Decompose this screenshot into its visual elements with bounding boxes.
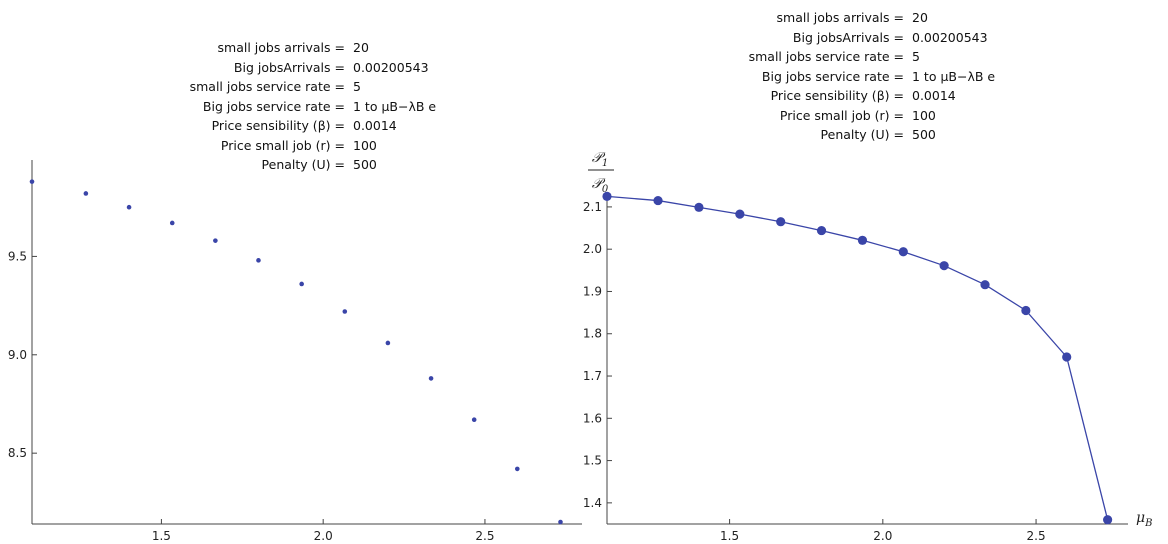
param-row: Big jobsArrivals = 0.00200543	[720, 28, 995, 48]
param-key: Big jobsArrivals =	[233, 59, 345, 75]
param-value: 0.00200543	[353, 59, 429, 75]
data-point	[213, 238, 218, 243]
param-value: 1 to μB−λB e	[353, 98, 437, 114]
param-value: 0.0014	[353, 118, 397, 133]
param-key: small jobs service rate =	[748, 49, 904, 64]
data-point	[816, 225, 827, 236]
x-tick-label: 1.5	[720, 529, 739, 543]
param-row: small jobs service rate = 5	[720, 47, 995, 67]
param-row: Price sensibility (β) = 0.0014	[720, 86, 995, 106]
y-tick-label: 1.4	[583, 496, 602, 510]
x-tick-label: 2.5	[475, 529, 494, 543]
data-point	[558, 519, 563, 525]
param-value: 1 to μB−λB e	[912, 68, 996, 84]
y-label-numerator: 𝒫1	[592, 150, 608, 169]
y-tick-label: 2.0	[583, 242, 602, 256]
y-tick-label: 9.0	[8, 348, 27, 362]
param-row: Big jobs service rate = 1 to μB−λB e	[160, 97, 436, 117]
data-point	[29, 179, 35, 184]
param-row: small jobs arrivals = 20	[160, 38, 436, 58]
series-line	[606, 195, 1109, 520]
param-row: Price small job (r) = 100	[160, 136, 436, 156]
parameters-right: small jobs arrivals = 20 Big jobsArrivals …	[720, 8, 996, 145]
data-point	[857, 235, 868, 245]
param-row: Big jobs service rate = 1 to μB−λB e	[720, 67, 995, 87]
param-value: 5	[353, 79, 361, 94]
y-label-denominator: 𝒫0	[592, 176, 609, 195]
data-point	[126, 204, 132, 210]
data-point	[1103, 515, 1113, 525]
param-value: 100	[912, 107, 936, 123]
param-value: 0.00200543	[912, 29, 988, 45]
param-value: 500	[912, 127, 936, 142]
data-point	[653, 195, 663, 206]
parameters-left: small jobs arrivals = 20 Big jobsArrivals …	[160, 38, 437, 175]
data-point	[299, 281, 304, 287]
data-point	[939, 261, 949, 271]
param-key: small jobs arrivals =	[217, 40, 346, 55]
param-row: Penalty (U) = 500	[160, 155, 436, 175]
data-point	[602, 191, 612, 201]
left-scatter-chart: 8.5 9.0 9.5 1.5 2.0 2.5	[8, 160, 582, 543]
param-value: 20	[912, 10, 928, 25]
y-tick-label: 1.7	[583, 369, 602, 383]
param-row: Big jobsArrivals = 0.00200543	[160, 58, 436, 78]
param-key: Big jobs service rate =	[761, 68, 904, 84]
y-tick-label: 1.9	[583, 284, 602, 298]
param-key: small jobs service rate =	[189, 79, 345, 94]
param-row: small jobs arrivals = 20	[720, 8, 995, 28]
data-point	[1021, 305, 1031, 316]
param-key: Big jobsArrivals =	[792, 29, 904, 45]
data-point	[776, 217, 786, 227]
x-tick-label: 2.5	[1027, 529, 1046, 543]
data-point	[385, 340, 391, 346]
data-point	[1062, 352, 1072, 362]
y-tick-label: 1.6	[583, 411, 602, 425]
param-key: Price sensibility (β) =	[211, 118, 345, 133]
data-point	[471, 417, 477, 423]
data-point	[980, 280, 990, 290]
param-key: Price sensibility (β) =	[770, 88, 904, 103]
right-line-chart: 1.4 1.5 1.6 1.7 1.8 1.9 2.0 2.1 1.5 2.0 2.5	[583, 191, 1128, 543]
data-point	[256, 258, 261, 263]
x-tick-label: 2.0	[314, 529, 333, 543]
y-tick-label: 2.1	[583, 200, 602, 214]
param-row: small jobs service rate = 5	[160, 77, 436, 97]
y-tick-label: 9.5	[8, 249, 27, 263]
param-key: Price small job (r) =	[220, 137, 345, 153]
param-row: Price small job (r) = 100	[720, 106, 995, 126]
x-tick-label: 2.0	[873, 529, 892, 543]
y-tick-label: 8.5	[8, 446, 27, 460]
param-key: Penalty (U) =	[820, 127, 904, 142]
y-tick-label: 1.5	[583, 454, 602, 468]
data-point	[898, 247, 908, 257]
param-key: Penalty (U) =	[261, 157, 345, 172]
data-point	[342, 309, 348, 314]
y-tick-label: 1.8	[583, 327, 602, 341]
param-row: Penalty (U) = 500	[720, 125, 995, 145]
param-row: Price sensibility (β) = 0.0014	[160, 116, 436, 136]
x-label-mu-b: μB	[1136, 510, 1152, 529]
param-key: small jobs arrivals =	[776, 10, 905, 25]
param-value: 0.0014	[912, 88, 956, 103]
data-point	[83, 191, 89, 196]
param-value: 500	[353, 157, 377, 172]
right-axis-labels: 𝒫1 𝒫0 μB	[588, 150, 1152, 529]
param-value: 100	[353, 137, 377, 153]
param-value: 20	[353, 40, 369, 55]
param-key: Price small job (r) =	[779, 107, 904, 123]
data-point	[428, 376, 434, 381]
data-point	[169, 220, 175, 226]
param-value: 5	[912, 49, 920, 64]
data-point	[694, 202, 704, 212]
data-point	[735, 209, 745, 219]
param-key: Big jobs service rate =	[202, 98, 345, 114]
x-tick-label: 1.5	[152, 529, 171, 543]
data-point	[514, 466, 520, 472]
